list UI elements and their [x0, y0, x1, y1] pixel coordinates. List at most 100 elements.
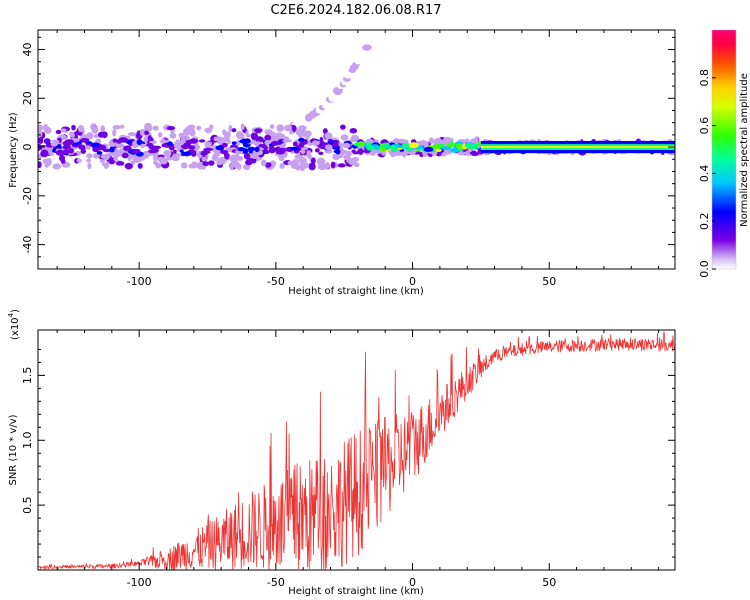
spectrogram-band — [97, 131, 105, 138]
spectrogram-speckle — [196, 259, 203, 266]
spectrogram-speckle — [45, 246, 49, 252]
spectrogram-band — [127, 132, 137, 137]
spectrogram-speckle — [77, 234, 84, 241]
spectrogram-speckle — [149, 58, 154, 66]
spectrogram-speckle — [199, 82, 204, 88]
spectrogram-speckle — [130, 179, 136, 187]
spectrogram-speckle — [171, 56, 176, 64]
spectrogram-band — [153, 160, 159, 166]
spectrogram-haze — [214, 177, 219, 184]
spectrogram-xtick-label: -100 — [127, 275, 152, 288]
spectrogram-band — [50, 142, 58, 147]
spectrogram-band — [340, 124, 346, 130]
spectrogram-band-peak — [140, 143, 145, 149]
spectrogram-band — [254, 128, 263, 134]
spectrogram-band-peak — [423, 146, 434, 152]
spectrogram-band — [121, 152, 129, 159]
spectrogram-haze — [618, 156, 626, 163]
spectrogram-speckle — [138, 252, 143, 257]
spectrogram-band — [42, 125, 50, 131]
spectrogram-speckle — [42, 56, 46, 64]
spectrogram-speckle — [82, 161, 86, 171]
spectrogram-speckle — [38, 257, 41, 263]
spectrogram-ytick-label: -20 — [21, 187, 34, 205]
spectrogram-band-peak — [407, 147, 413, 153]
spectrogram-speckle — [77, 88, 82, 98]
spectrogram-band — [60, 158, 66, 164]
spectrogram-band — [100, 154, 109, 159]
spectrogram-speckle — [151, 85, 159, 93]
spectrogram-band-peak — [198, 139, 206, 143]
spectrogram-speckle — [187, 241, 193, 251]
spectrogram-speckle — [134, 245, 142, 252]
spectrogram-band-peak — [289, 146, 299, 151]
spectrogram-speckle — [154, 40, 160, 49]
spectrogram-band — [152, 154, 158, 161]
spectrogram-speckle — [49, 233, 56, 241]
spectrogram-band-peak — [92, 146, 100, 153]
spectrogram-haze — [202, 170, 210, 177]
spectrogram-band — [119, 124, 125, 129]
spectrogram-speckle — [72, 235, 79, 241]
spectrogram-haze — [43, 108, 54, 115]
spectrogram-speckle — [83, 86, 88, 94]
spectrogram-haze — [65, 122, 70, 128]
spectrogram-band — [147, 135, 152, 142]
spectrogram-speckle — [61, 88, 67, 95]
spectrogram-band — [208, 160, 215, 166]
spectrogram-speckle — [141, 35, 148, 42]
spectrogram-haze — [192, 171, 201, 178]
spectrogram-speckle — [85, 41, 93, 50]
spectrogram-xtick-label: -50 — [267, 275, 285, 288]
spectrogram-speckle — [164, 76, 168, 84]
spectrogram-speckle — [175, 196, 183, 206]
spectrogram-speckle — [56, 183, 64, 192]
spectrogram-speckle — [100, 52, 106, 58]
spectrogram-speckle — [96, 76, 103, 84]
spectrogram-speckle — [145, 219, 152, 228]
spectrogram-band-peak — [408, 142, 419, 149]
spectrogram-speckle — [175, 97, 179, 107]
spectrogram-haze — [314, 172, 320, 179]
spectrogram-speckle — [50, 196, 58, 203]
spectrogram-haze — [230, 174, 240, 180]
spectrogram-band-peak — [62, 144, 71, 150]
spectrogram-band — [86, 132, 94, 140]
spectrogram-speckle — [195, 86, 201, 93]
spectrogram-band — [76, 158, 82, 163]
spectrogram-band-peak — [314, 148, 320, 153]
spectrogram-speckle — [171, 169, 178, 175]
spectrogram-speckle — [107, 204, 111, 211]
spectrogram-band — [214, 149, 221, 157]
spectrogram-haze — [502, 159, 508, 164]
spectrogram-speckle — [180, 99, 187, 109]
spectrogram-speckle — [173, 240, 177, 251]
spectrogram-haze — [625, 135, 636, 141]
spectrogram-speckle — [58, 78, 66, 88]
spectrogram-band — [343, 154, 349, 161]
spectrogram-band-peak — [85, 145, 91, 150]
spectrogram-speckle — [136, 224, 143, 234]
spectrogram-speckle — [166, 196, 172, 206]
spectrogram-speckle — [180, 86, 187, 95]
spectrogram-haze — [435, 129, 443, 137]
spectrogram-speckle — [64, 200, 71, 207]
spectrogram-haze — [420, 159, 430, 165]
spectrogram-speckle — [105, 62, 110, 73]
spectrogram-speckle — [107, 91, 112, 100]
snr-ylabel: SNR (10 * v/v) — [8, 414, 19, 485]
spectrogram-speckle — [119, 93, 125, 102]
spectrogram-band-peak — [281, 148, 286, 153]
spectrogram-speckle — [132, 121, 138, 128]
spectrogram-speckle — [134, 257, 140, 267]
spectrogram-speckle — [181, 214, 186, 220]
spectrogram-band — [87, 162, 92, 170]
snr-line — [38, 331, 675, 570]
spectrogram-band-peak — [51, 139, 60, 143]
spectrogram-band — [264, 162, 272, 168]
spectrogram-band — [186, 126, 195, 135]
spectrogram-speckle — [64, 81, 69, 90]
spectrogram-band — [419, 140, 428, 146]
colorbar-ticks: 0.0 0.2 0.4 0.6 0.8 — [698, 69, 716, 278]
